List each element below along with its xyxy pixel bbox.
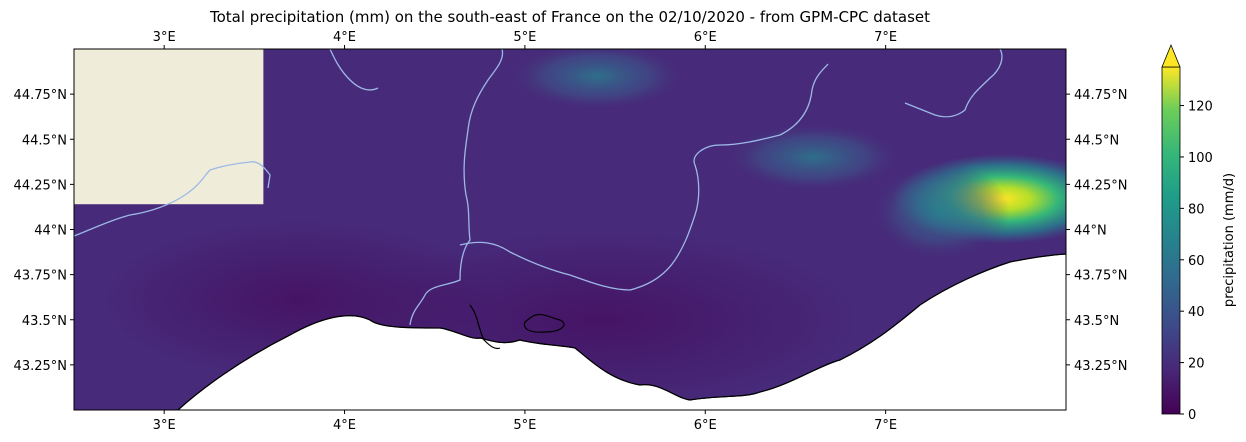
precip-hotspot <box>869 161 1010 262</box>
colorbar-tick-label: 80 <box>1188 202 1205 217</box>
lon-tick-label: 6°E <box>694 418 717 433</box>
river-rhone <box>409 49 504 326</box>
lon-tick-label: 6°E <box>694 30 717 45</box>
river-isere-branch <box>904 49 1003 118</box>
lat-tick-label: 43.5°N <box>1074 314 1119 329</box>
colorbar-ticks: 0 20 40 60 80 100 120 <box>1180 100 1213 423</box>
lon-tick-label: 7°E <box>874 30 897 45</box>
lat-tick-label: 43.5°N <box>22 314 67 329</box>
no-data-region <box>74 49 264 205</box>
colorbar-tick-label: 0 <box>1188 408 1196 423</box>
lon-axis-top: 3°E 4°E 5°E 6°E 7°E <box>153 30 897 49</box>
lon-tick-label: 3°E <box>153 30 176 45</box>
coastline <box>177 253 1066 410</box>
river-network <box>74 49 1003 326</box>
colorbar-tick-label: 40 <box>1188 305 1205 320</box>
lat-tick-label: 44.75°N <box>1074 88 1127 103</box>
lon-tick-label: 4°E <box>333 418 356 433</box>
lat-axis-left: 44.75°N 44.5°N 44.25°N 44°N 43.75°N 43.5°N 43.… <box>14 88 74 374</box>
colorbar-body <box>1161 66 1181 415</box>
precip-hotspot <box>723 122 904 193</box>
lat-tick-label: 44.25°N <box>14 178 67 193</box>
lon-tick-label: 5°E <box>513 418 536 433</box>
colorbar-tick-label: 60 <box>1188 254 1205 269</box>
lat-axis-right: 44.75°N 44.5°N 44.25°N 44°N 43.75°N 43.5°N 43.… <box>1066 88 1127 374</box>
lat-tick-label: 44.5°N <box>22 133 67 148</box>
river-ardeche <box>329 49 379 91</box>
colorbar-tick-label: 100 <box>1188 151 1213 166</box>
colorbar-label: precipitation (mm/d) <box>1222 173 1237 307</box>
lon-axis-bottom: 3°E 4°E 5°E 6°E 7°E <box>153 410 897 433</box>
lat-tick-label: 44.5°N <box>1074 133 1119 148</box>
lon-tick-label: 3°E <box>153 418 176 433</box>
lat-tick-label: 43.25°N <box>14 359 67 374</box>
hotspot-layer <box>507 49 1066 262</box>
lon-tick-label: 5°E <box>513 30 536 45</box>
river-durance <box>459 63 829 291</box>
colorbar: 0 20 40 60 80 100 120 precipitation (mm/d) <box>1161 43 1237 423</box>
lon-tick-label: 4°E <box>333 30 356 45</box>
lat-tick-label: 43.25°N <box>1074 359 1127 374</box>
lat-tick-label: 43.75°N <box>14 269 67 284</box>
lat-tick-label: 44°N <box>34 224 67 239</box>
lat-tick-label: 43.75°N <box>1074 269 1127 284</box>
colorbar-tick-label: 20 <box>1188 357 1205 372</box>
river-west <box>74 161 271 237</box>
lagoon-outline <box>523 313 565 333</box>
lat-tick-label: 44°N <box>1074 224 1107 239</box>
lon-tick-label: 7°E <box>874 418 897 433</box>
map-title: Total precipitation (mm) on the south-ea… <box>209 8 931 26</box>
colorbar-tick-label: 120 <box>1188 100 1213 115</box>
colorbar-extend-triangle <box>1161 43 1181 68</box>
lat-tick-label: 44.25°N <box>1074 178 1127 193</box>
rhone-delta-outline <box>469 304 501 350</box>
precip-hotspot <box>507 49 688 112</box>
lat-tick-label: 44.75°N <box>14 88 67 103</box>
